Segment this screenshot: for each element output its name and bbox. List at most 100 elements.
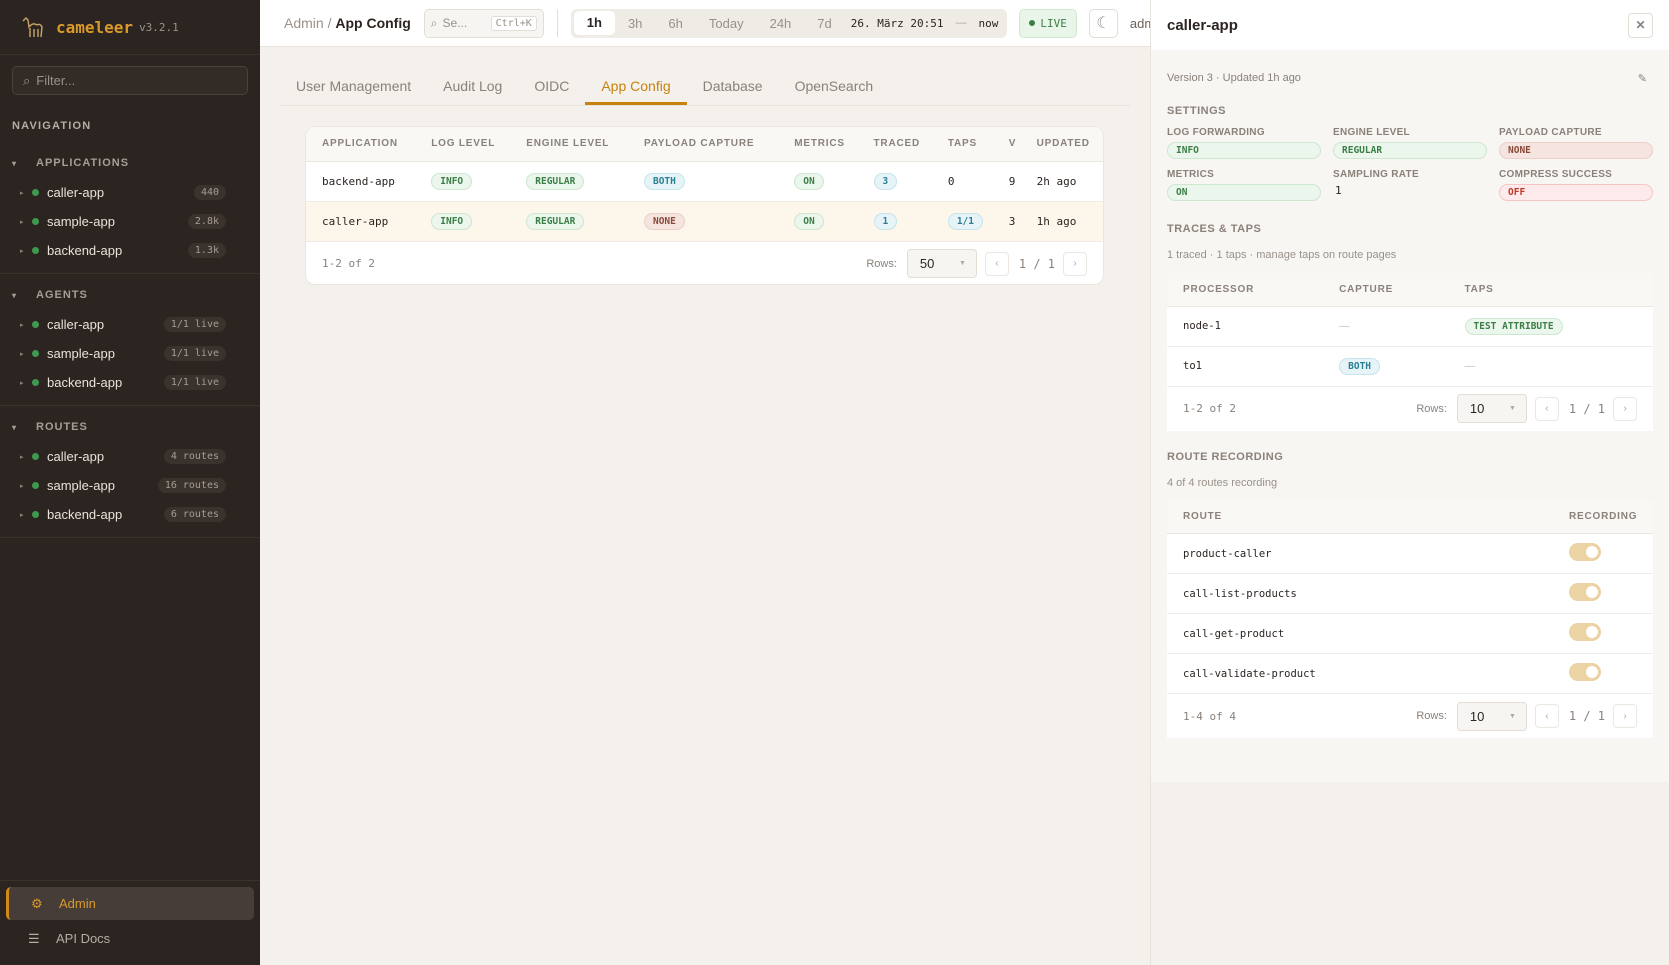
payload-badge: BOTH bbox=[643, 172, 685, 190]
sidebar-item-api-docs[interactable]: ☰ API Docs bbox=[6, 922, 254, 955]
setting-value-badge: INFO bbox=[1167, 142, 1321, 159]
column-header[interactable]: UPDATED bbox=[1020, 127, 1103, 162]
section-header[interactable]: ▾ APPLICATIONS bbox=[0, 148, 260, 178]
user-menu[interactable]: adm bbox=[1129, 15, 1156, 31]
table-row[interactable]: caller-app INFO REGULAR NONE ON 1 1/1 3 1h ago bbox=[306, 201, 1103, 242]
status-dot-icon bbox=[32, 453, 39, 460]
rows-value: 50 bbox=[919, 256, 935, 271]
table-row: call-list-products bbox=[1167, 573, 1653, 614]
settings-grid: LOG FORWARDING INFO ENGINE LEVEL REGULAR PAY… bbox=[1167, 127, 1653, 201]
setting-label: ENGINE LEVEL bbox=[1333, 127, 1410, 138]
next-page-button[interactable]: › bbox=[1613, 704, 1637, 728]
column-header[interactable]: METRICS bbox=[778, 127, 858, 162]
sidebar-item[interactable]: ▸ caller-app 440 bbox=[0, 178, 260, 207]
column-header[interactable]: ENGINE LEVEL bbox=[510, 127, 628, 162]
section-title: APPLICATIONS bbox=[36, 157, 130, 169]
search-button[interactable]: ⌕ Se... Ctrl+K bbox=[423, 8, 544, 38]
sidebar-item[interactable]: ▸ sample-app 16 routes bbox=[0, 471, 260, 500]
tap-badge[interactable]: TEST ATTRIBUTE bbox=[1464, 317, 1563, 335]
tab-database[interactable]: Database bbox=[702, 78, 763, 94]
section-header[interactable]: ▾ ROUTES bbox=[0, 412, 260, 442]
caret-down-icon: ▾ bbox=[12, 290, 18, 300]
col-recording: RECORDING bbox=[1553, 500, 1653, 534]
column-header[interactable]: V bbox=[992, 127, 1021, 162]
tab-opensearch[interactable]: OpenSearch bbox=[794, 78, 874, 94]
sidebar-item[interactable]: ▸ backend-app 6 routes bbox=[0, 500, 260, 529]
next-page-button[interactable]: › bbox=[1063, 251, 1087, 276]
time-today[interactable]: Today bbox=[708, 15, 744, 31]
chevron-down-icon: ▼ bbox=[1508, 712, 1516, 720]
item-label: sample-app bbox=[47, 214, 115, 229]
tab-oidc[interactable]: OIDC bbox=[534, 78, 570, 94]
rows-per-page-select[interactable]: 50 ▼ bbox=[906, 249, 977, 278]
table-row[interactable]: to1 BOTH — bbox=[1167, 346, 1653, 387]
item-label: caller-app bbox=[47, 185, 105, 200]
sidebar-item-admin[interactable]: ⚙ Admin bbox=[6, 887, 254, 920]
caret-down-icon: ▾ bbox=[12, 422, 18, 432]
log-badge: INFO bbox=[431, 212, 473, 230]
sidebar-item[interactable]: ▸ sample-app 1/1 live bbox=[0, 339, 260, 368]
next-page-button[interactable]: › bbox=[1613, 396, 1637, 421]
rows-label: Rows: bbox=[1416, 710, 1447, 722]
time-7d[interactable]: 7d bbox=[817, 15, 832, 31]
logo[interactable]: cameleer v3.2.1 bbox=[0, 0, 260, 55]
tab-audit-log[interactable]: Audit Log bbox=[443, 78, 503, 94]
live-dot-icon bbox=[1029, 20, 1036, 26]
sidebar-item[interactable]: ▸ caller-app 4 routes bbox=[0, 442, 260, 471]
column-header[interactable]: TAPS bbox=[931, 127, 993, 162]
prev-page-button[interactable]: ‹ bbox=[1534, 396, 1559, 421]
table-pagination: 1-2 of 2 Rows: 50 ▼ ‹ 1 / 1 › bbox=[306, 242, 1103, 285]
column-header[interactable]: LOG LEVEL bbox=[415, 127, 511, 162]
date-from[interactable]: 26. März 20:51 bbox=[850, 16, 944, 30]
caret-right-icon: ▸ bbox=[20, 511, 24, 519]
live-toggle[interactable]: LIVE bbox=[1019, 8, 1077, 38]
prev-page-button[interactable]: ‹ bbox=[984, 251, 1009, 276]
recording-toggle[interactable] bbox=[1569, 543, 1601, 561]
routes-rows-select[interactable]: 10 ▼ bbox=[1456, 701, 1527, 731]
edit-pencil-icon[interactable]: ✎ bbox=[1637, 73, 1647, 85]
page-indicator: 1 / 1 bbox=[1568, 709, 1605, 723]
v-cell: 9 bbox=[992, 161, 1021, 202]
theme-toggle-button[interactable]: ☾ bbox=[1088, 8, 1118, 38]
recording-toggle[interactable] bbox=[1569, 623, 1601, 641]
section-header[interactable]: ▾ AGENTS bbox=[0, 280, 260, 310]
panel-title: caller-app bbox=[1167, 16, 1238, 34]
caret-right-icon: ▸ bbox=[20, 218, 24, 226]
sidebar-item[interactable]: ▸ backend-app 1/1 live bbox=[0, 368, 260, 397]
column-header[interactable]: PAYLOAD CAPTURE bbox=[627, 127, 779, 162]
table-row[interactable]: node-1 — TEST ATTRIBUTE bbox=[1167, 306, 1653, 347]
breadcrumb-admin[interactable]: Admin bbox=[284, 15, 324, 31]
routes-table: ROUTE RECORDING product-caller call-list-pr… bbox=[1167, 500, 1653, 738]
tab-user-management[interactable]: User Management bbox=[296, 78, 412, 94]
recording-heading: ROUTE RECORDING bbox=[1167, 450, 1284, 463]
recording-toggle[interactable] bbox=[1569, 583, 1601, 601]
app-cell: backend-app bbox=[306, 161, 416, 202]
time-6h[interactable]: 6h bbox=[668, 15, 683, 31]
sidebar-item[interactable]: ▸ backend-app 1.3k bbox=[0, 236, 260, 265]
sidebar-item[interactable]: ▸ sample-app 2.8k bbox=[0, 207, 260, 236]
engine-badge: REGULAR bbox=[526, 172, 585, 190]
item-badge: 440 bbox=[193, 185, 226, 200]
traces-rows-select[interactable]: 10 ▼ bbox=[1456, 394, 1527, 423]
time-24h[interactable]: 24h bbox=[769, 15, 792, 31]
date-to[interactable]: now bbox=[978, 16, 999, 30]
sidebar-filter-input[interactable]: ⌕ Filter... bbox=[12, 66, 248, 95]
sidebar-item[interactable]: ▸ caller-app 1/1 live bbox=[0, 310, 260, 339]
column-header: TAPS bbox=[1448, 273, 1653, 307]
metrics-badge: ON bbox=[794, 212, 824, 230]
time-3h[interactable]: 3h bbox=[627, 15, 643, 31]
column-header[interactable]: TRACED bbox=[857, 127, 932, 162]
recording-toggle[interactable] bbox=[1569, 663, 1601, 681]
time-1h[interactable]: 1h bbox=[573, 11, 615, 35]
item-label: backend-app bbox=[47, 375, 123, 390]
table-row[interactable]: backend-app INFO REGULAR BOTH ON 3 0 9 2h ago bbox=[306, 161, 1103, 202]
tab-app-config[interactable]: App Config bbox=[585, 72, 687, 105]
sidebar: cameleer v3.2.1 ⌕ Filter... NAVIGATION ▾… bbox=[0, 0, 260, 965]
taps-cell: 0 bbox=[931, 161, 993, 202]
close-button[interactable]: ✕ bbox=[1628, 12, 1653, 38]
prev-page-button[interactable]: ‹ bbox=[1534, 704, 1559, 728]
rows-label: Rows: bbox=[1416, 402, 1447, 415]
column-header[interactable]: APPLICATION bbox=[306, 127, 416, 162]
version-meta: Version 3 · Updated 1h ago bbox=[1167, 72, 1301, 84]
caret-right-icon: ▸ bbox=[20, 321, 24, 329]
